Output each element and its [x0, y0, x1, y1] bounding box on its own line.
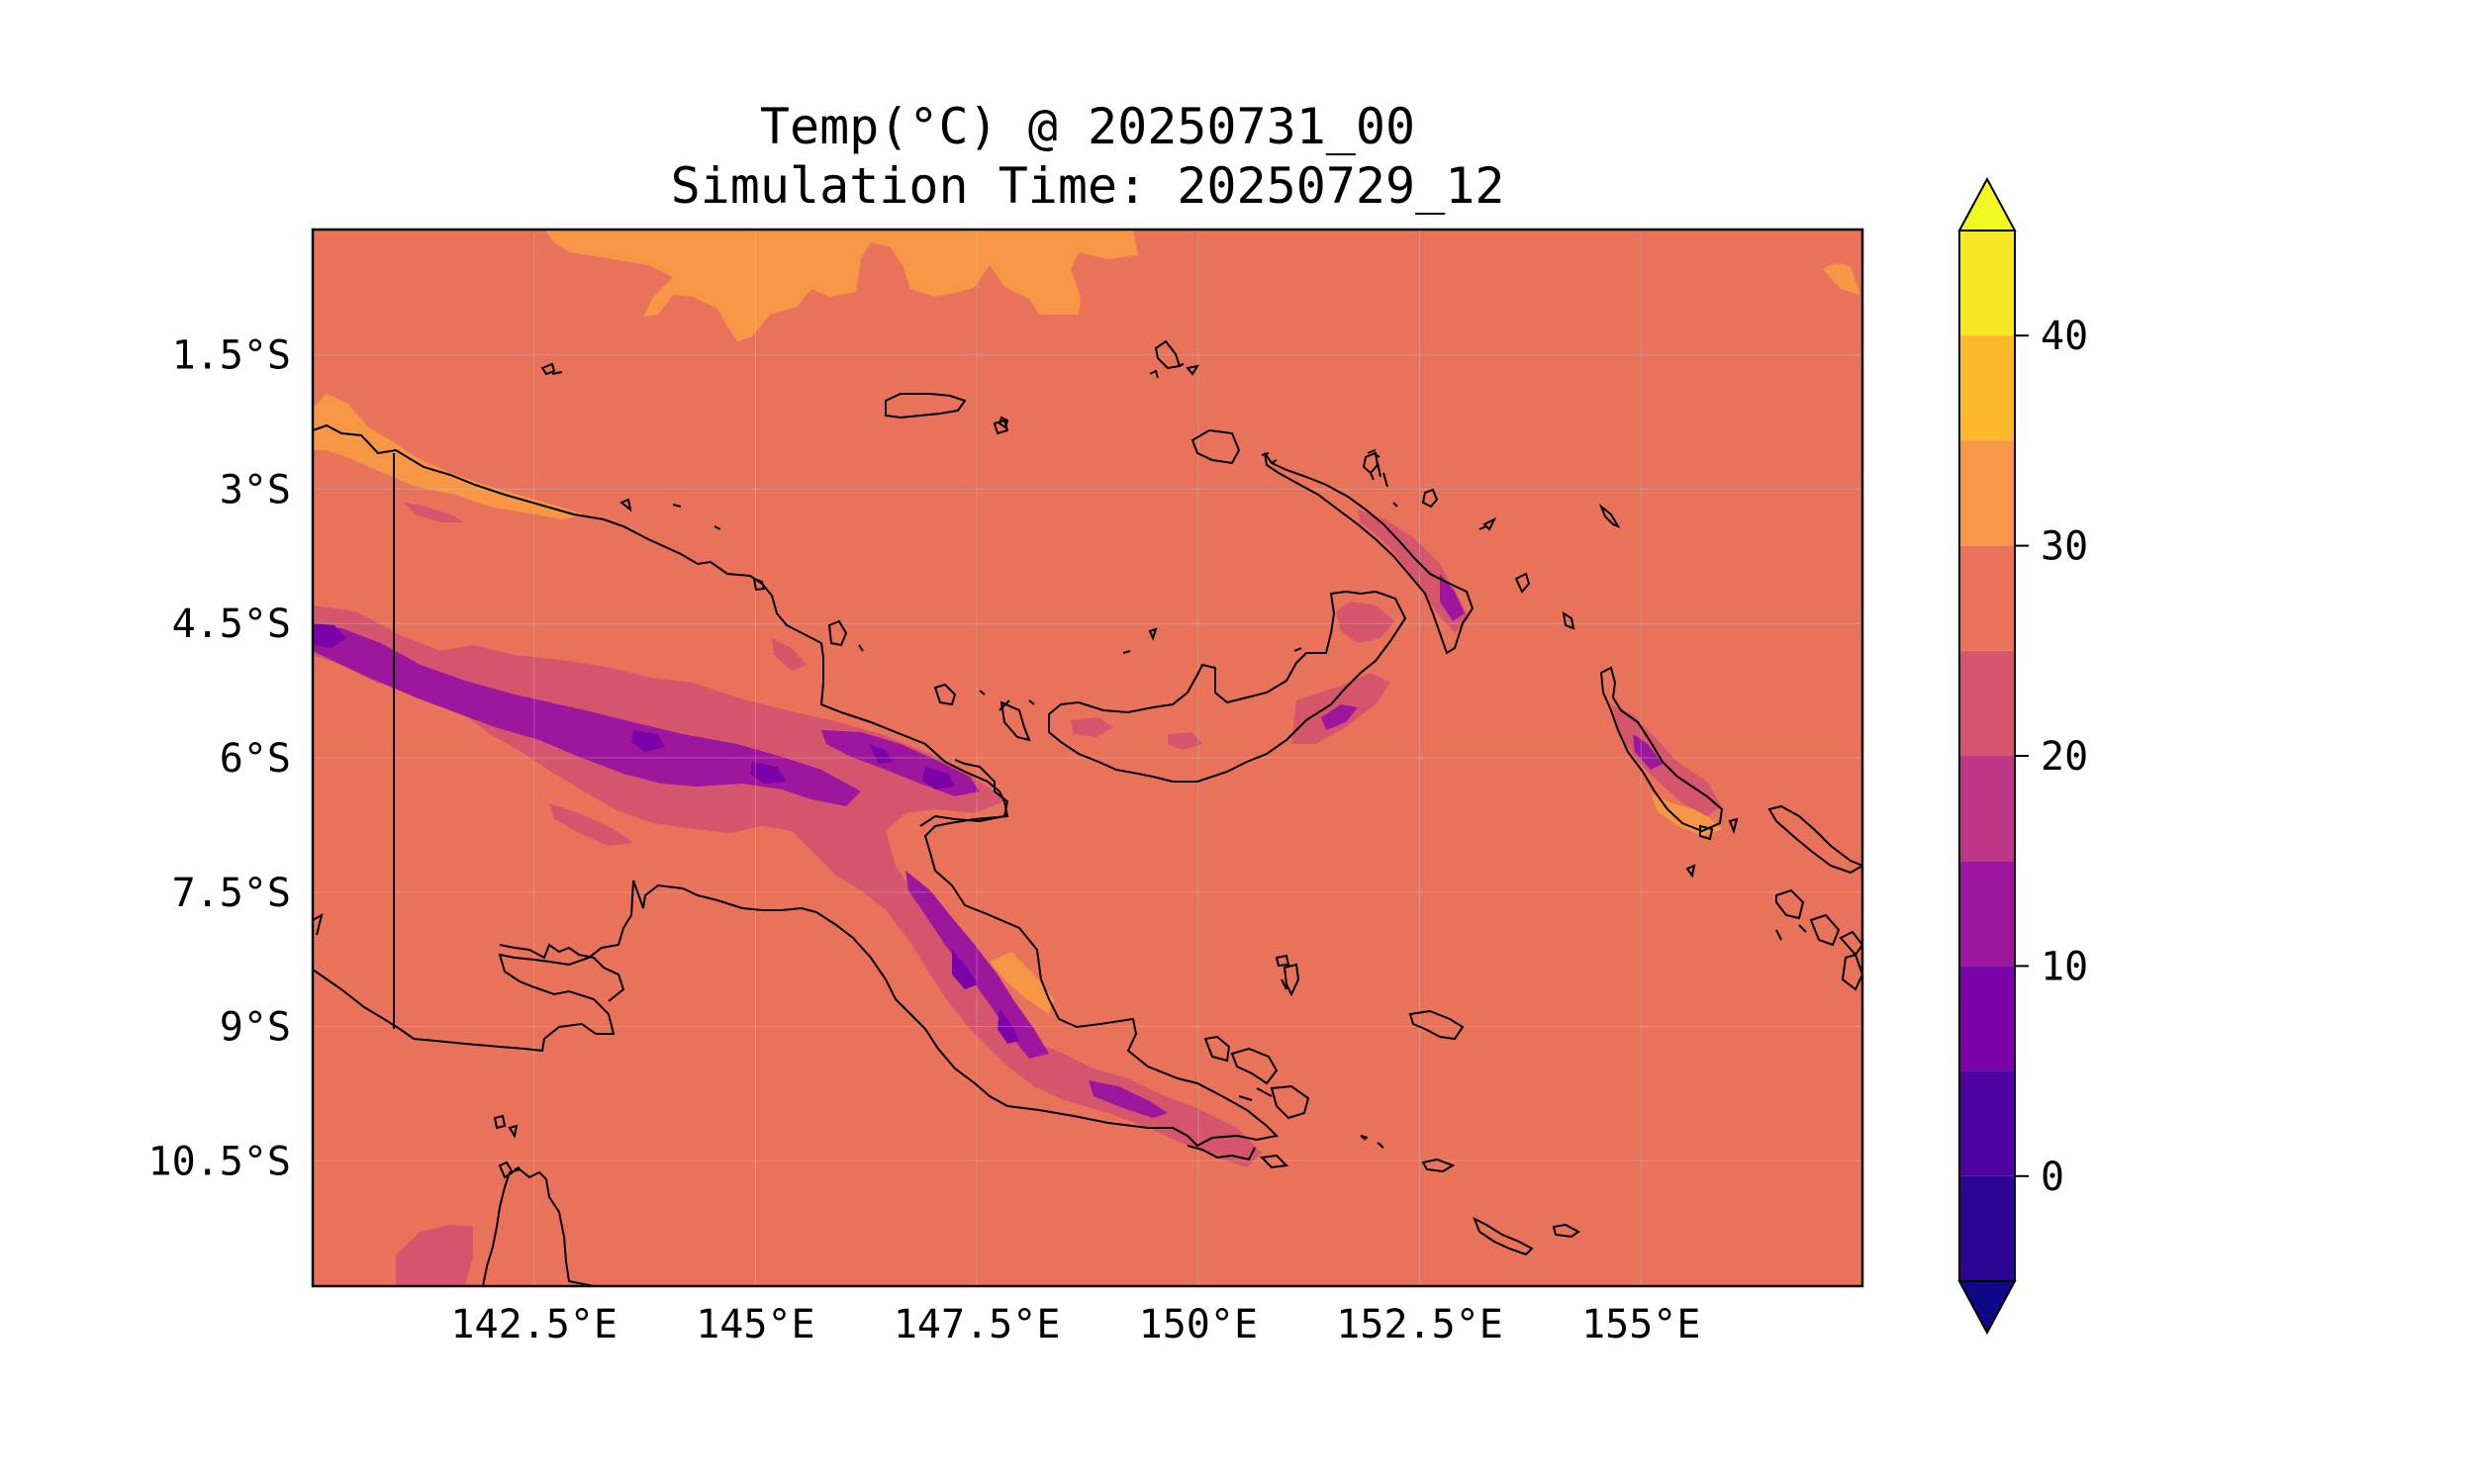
coastline-islands-south [1360, 1135, 1384, 1149]
colorbar-tick-label: 30 [2041, 524, 2088, 570]
coastline-islands-north [540, 362, 1388, 488]
coastline-louisiade [1360, 1135, 1580, 1256]
coastline-solomons [1775, 888, 1862, 991]
coastline-islands-solomon-sea [1275, 954, 1290, 990]
y-tick-label: 1.5°S [172, 333, 291, 379]
warm-region-west [313, 394, 584, 519]
warm-region-northeast [1823, 263, 1860, 295]
mountain-range-small-2 [1168, 732, 1202, 750]
colorbar-segment [1959, 335, 2015, 441]
map-frame [311, 228, 1864, 1288]
coastline-dentrecasteaux [1203, 1035, 1310, 1120]
mountain-peaks-southeast [1089, 1080, 1168, 1118]
mountain-range-new-britain-east [1336, 602, 1395, 643]
x-tick-label: 152.5°E [1336, 1302, 1503, 1347]
mountain-peaks-bougainville [1633, 734, 1663, 770]
coastline-island-buka [1514, 572, 1575, 630]
coastline-bougainville [1599, 666, 1724, 833]
x-tick-label: 142.5°E [450, 1302, 618, 1347]
colorbar-segment [1959, 1175, 2015, 1281]
colorbar-tick-label: 20 [2041, 734, 2088, 780]
coastline-island-feni [1478, 516, 1497, 531]
coastline-choiseul [1767, 804, 1862, 875]
map-subtitle: Simulation Time: 20250729_12 [670, 157, 1505, 215]
mountain-range-south [396, 1225, 473, 1286]
map-title: Temp(°C) @ 20250731_00 [759, 98, 1416, 155]
colorbar-tick-label: 0 [2041, 1155, 2064, 1200]
coastline-australia-cape-york [482, 1167, 595, 1286]
mountain-ridge-north-coast-2 [772, 638, 807, 671]
mountain-range-small [1071, 717, 1113, 737]
colorbar-segment [1959, 756, 2015, 862]
colorbar-tick-label: 40 [2041, 314, 2088, 359]
x-tick-label: 150°E [1139, 1302, 1258, 1347]
coastline-west-edge [313, 913, 324, 936]
colorbar-segment [1959, 861, 2015, 967]
colorbar-extend-max [1957, 176, 2017, 232]
mountain-peaks-new-britain [1321, 704, 1358, 730]
y-tick-label: 7.5°S [172, 871, 291, 916]
colorbar-tick-label: 10 [2041, 944, 2088, 989]
warm-region-north [544, 230, 1138, 341]
map-panel [311, 228, 1864, 1288]
latitude-axis: 1.5°S 3°S 4.5°S 6°S 7.5°S 9°S 10.5°S [148, 333, 292, 1185]
coastline-trobriand [1283, 963, 1300, 997]
colorbar: 0 10 20 30 40 [1957, 176, 2088, 1336]
coastline-island-emirau [1186, 364, 1200, 376]
coastlines [313, 339, 1862, 1286]
x-tick-label: 145°E [696, 1302, 814, 1347]
coastline-island-tabar [1190, 428, 1241, 465]
coastline-island-tanga [1421, 488, 1439, 509]
coastline-huon-gulf [919, 759, 1009, 827]
y-tick-label: 3°S [220, 467, 291, 512]
mountain-peaks-new-ireland [1440, 574, 1465, 621]
coastline-new-ireland [1264, 452, 1475, 655]
coastline-island-nissan [1598, 503, 1621, 529]
coastline-torres-islets [493, 1114, 521, 1179]
coastline-mainland-south-detail [499, 943, 625, 1002]
coastline-islands-north-coast [619, 498, 1302, 742]
y-tick-label: 4.5°S [172, 602, 291, 647]
mountain-range-west-tail [549, 803, 633, 846]
coastline-southeast-tip [1187, 1145, 1289, 1169]
x-tick-label: 147.5°E [894, 1302, 1061, 1347]
coastline-new-guinea-north [313, 423, 1280, 1148]
colorbar-extend-min [1957, 1280, 2017, 1336]
colorbar-segment [1959, 650, 2015, 756]
colorbar-segment [1959, 231, 2015, 336]
mountain-ridge-north-coast [404, 503, 465, 522]
coastline-woodlark [1408, 1009, 1465, 1041]
warm-region-central [990, 952, 1054, 1014]
longitude-axis: 142.5°E 145°E 147.5°E 150°E 152.5°E 155°E [450, 1302, 1700, 1347]
coastline-islands-small-north [998, 416, 1398, 508]
mountain-peaks-owen-stanley [905, 871, 1049, 1059]
colorbar-segment [1959, 440, 2015, 546]
x-tick-label: 155°E [1581, 1302, 1700, 1347]
coastline-islets-east [1685, 817, 1739, 879]
colorbar-segment [1959, 1070, 2015, 1176]
colorbar-segment [1959, 545, 2015, 651]
warm-region-islands [1651, 793, 1722, 836]
coastline-manus [885, 393, 967, 419]
y-tick-label: 9°S [220, 1005, 291, 1051]
y-tick-label: 6°S [220, 736, 291, 782]
y-tick-label: 10.5°S [148, 1139, 292, 1184]
mountain-peaks-west [313, 625, 861, 806]
coastline-new-britain [1048, 590, 1407, 783]
colorbar-segment [1959, 966, 2015, 1071]
